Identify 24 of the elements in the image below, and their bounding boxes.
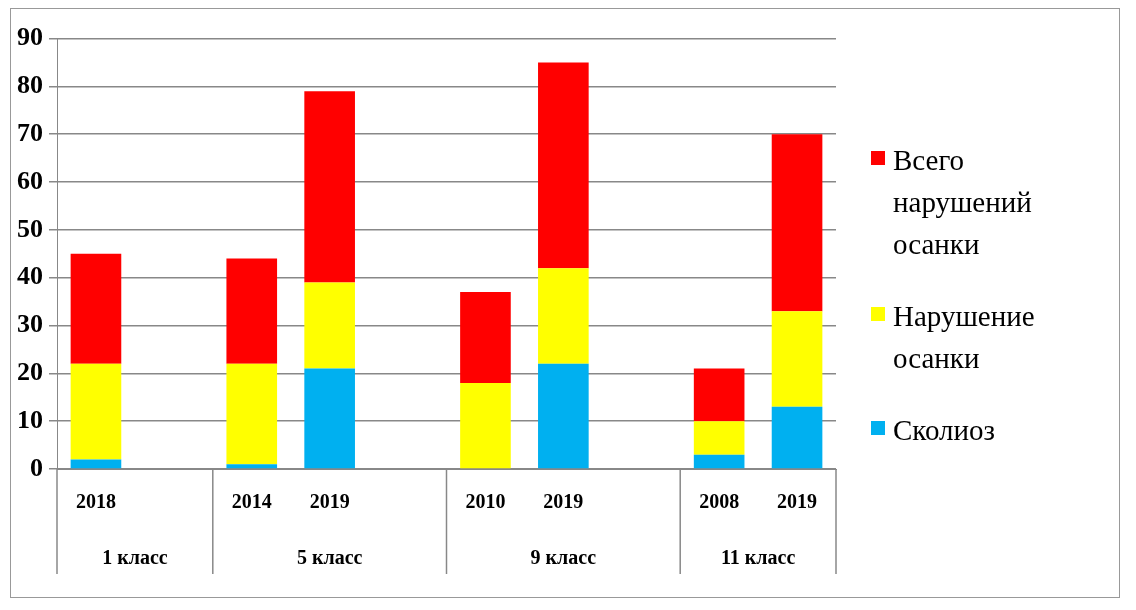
- y-tick-label: 80: [17, 70, 43, 100]
- y-tick-label: 60: [17, 165, 43, 195]
- x-tick-label: 2010: [465, 490, 506, 513]
- y-tick-label: 50: [17, 213, 43, 243]
- text: 1 класс: [102, 546, 168, 569]
- legend-label: Всего нарушений осанки: [893, 143, 1033, 262]
- x-tick-label: 2018: [75, 490, 116, 513]
- x-tick-label: 2019: [543, 490, 584, 513]
- y-tick-label: 70: [17, 117, 43, 147]
- text: 5 класс: [296, 546, 363, 569]
- legend-label: Сколиоз: [893, 413, 996, 448]
- y-tick-label: 90: [17, 22, 43, 52]
- y-tick-label: 40: [17, 261, 43, 291]
- y-tick-label: 10: [17, 404, 43, 434]
- x-tick-label: 2019: [309, 490, 350, 513]
- x-tick-label: 2019: [777, 490, 818, 513]
- y-tick-label: 0: [30, 452, 43, 482]
- y-tick-label: 30: [17, 309, 43, 339]
- text: 11 класс: [720, 546, 796, 569]
- x-tick-label: 2014: [231, 490, 272, 513]
- text: 9 класс: [530, 546, 597, 569]
- x-tick-label: 2008: [699, 490, 740, 513]
- y-tick-label: 20: [17, 357, 43, 387]
- legend-label: Нарушение осанки: [893, 299, 1036, 376]
